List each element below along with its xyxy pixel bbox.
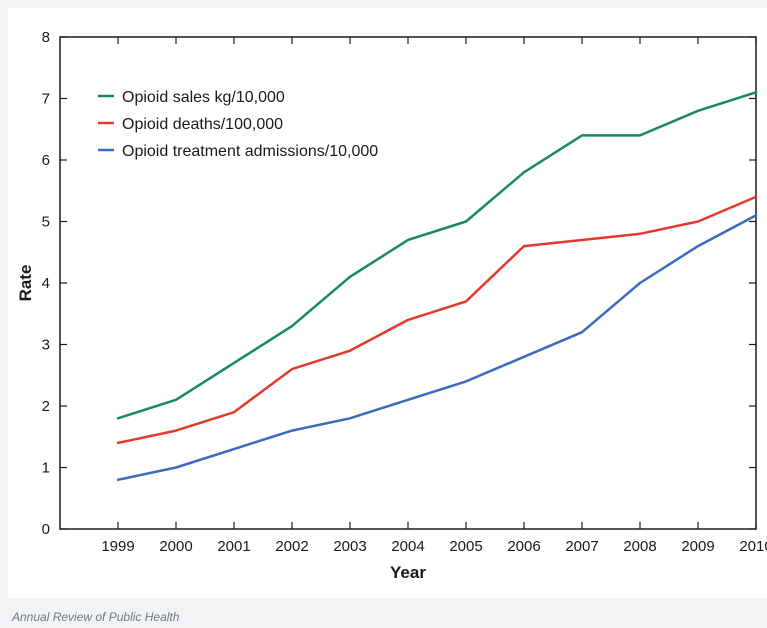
x-axis: 1999 2000 2001 2002 2003 2004 2005 2006 2007 2008…	[101, 37, 767, 555]
y-tick-label: 4	[42, 275, 50, 292]
legend-label-1: Opioid deaths/100,000	[122, 116, 283, 133]
legend-label-2: Opioid treatment admissions/10,000	[122, 143, 378, 160]
y-tick-label: 1	[42, 460, 50, 477]
x-tick-label: 1999	[101, 538, 134, 555]
plot-area	[59, 36, 757, 530]
x-tick-label: 2003	[333, 538, 366, 555]
x-tick-label: 2009	[681, 538, 714, 555]
y-axis-label: Rate	[16, 265, 35, 302]
x-axis-label: Year	[390, 563, 426, 582]
y-tick-label: 2	[42, 398, 50, 415]
y-tick-label: 5	[42, 214, 50, 231]
x-tick-label: 2006	[507, 538, 540, 555]
source-caption: Annual Review of Public Health	[12, 610, 180, 624]
y-tick-label: 3	[42, 337, 50, 354]
series-line-2	[116, 214, 758, 482]
series-lines	[116, 91, 758, 482]
series-line-1	[116, 195, 758, 445]
x-tick-label: 2000	[159, 538, 192, 555]
y-tick-label: 6	[42, 152, 50, 169]
series-line-0	[116, 91, 758, 420]
x-tick-label: 2001	[217, 538, 250, 555]
legend-label-0: Opioid sales kg/10,000	[122, 89, 285, 106]
legend: Opioid sales kg/10,000 Opioid deaths/100,…	[98, 89, 378, 160]
x-tick-label: 2010	[739, 538, 767, 555]
y-tick-label: 0	[42, 521, 50, 538]
x-tick-label: 2007	[565, 538, 598, 555]
x-tick-label: 2004	[391, 538, 424, 555]
y-tick-label: 7	[42, 91, 50, 108]
chart-panel	[8, 8, 767, 598]
y-axis: 0 1 2 3 4 5 6 7 8	[42, 29, 756, 538]
y-tick-label: 8	[42, 29, 50, 46]
x-tick-label: 2002	[275, 538, 308, 555]
x-tick-label: 2008	[623, 538, 656, 555]
x-tick-label: 2005	[449, 538, 482, 555]
